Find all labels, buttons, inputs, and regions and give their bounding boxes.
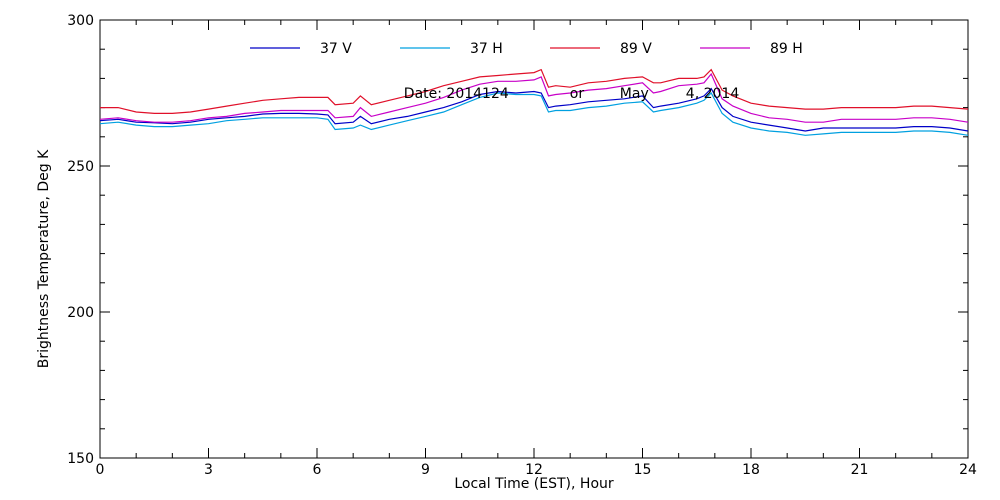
legend: 37 V 37 H 89 V 89 H xyxy=(250,41,803,57)
series-layer xyxy=(99,68,969,136)
annotation-day-year-text: 4, 2014 xyxy=(686,86,740,102)
x-tick-label: 18 xyxy=(742,462,760,478)
axes: 0 3 6 9 12 15 18 21 24 150 200 250 300 xyxy=(67,13,977,478)
y-tick-label: 300 xyxy=(67,13,94,29)
annotation-date-text: Date: 2014124 xyxy=(404,86,509,102)
x-tick-label: 21 xyxy=(851,462,869,478)
series-line-89-h xyxy=(99,72,969,123)
plot-frame xyxy=(99,19,969,459)
annotation-month-text: May xyxy=(620,86,649,102)
y-axis-label: Brightness Temperature, Deg K xyxy=(36,149,52,368)
series-line-37-h xyxy=(99,91,969,136)
x-tick-label: 9 xyxy=(421,462,430,478)
x-tick-label: 12 xyxy=(525,462,543,478)
x-tick-label: 6 xyxy=(313,462,322,478)
y-tick-label: 200 xyxy=(67,305,94,321)
legend-label: 37 H xyxy=(470,41,503,57)
legend-label: 89 V xyxy=(620,41,652,57)
y-tick-label: 250 xyxy=(67,159,94,175)
annotation: Date: 2014124 or May 4, 2014 xyxy=(404,86,740,102)
y-tick-label: 150 xyxy=(67,451,94,467)
x-tick-label: 24 xyxy=(959,462,977,478)
annotation-or-text: or xyxy=(570,86,585,102)
x-tick-label: 0 xyxy=(96,462,105,478)
legend-label: 89 H xyxy=(770,41,803,57)
series-line-37-v xyxy=(99,87,969,132)
x-tick-label: 15 xyxy=(634,462,652,478)
legend-label: 37 V xyxy=(320,41,352,57)
x-tick-label: 3 xyxy=(204,462,213,478)
x-axis-label: Local Time (EST), Hour xyxy=(454,476,614,492)
series-line-89-v xyxy=(100,68,969,115)
